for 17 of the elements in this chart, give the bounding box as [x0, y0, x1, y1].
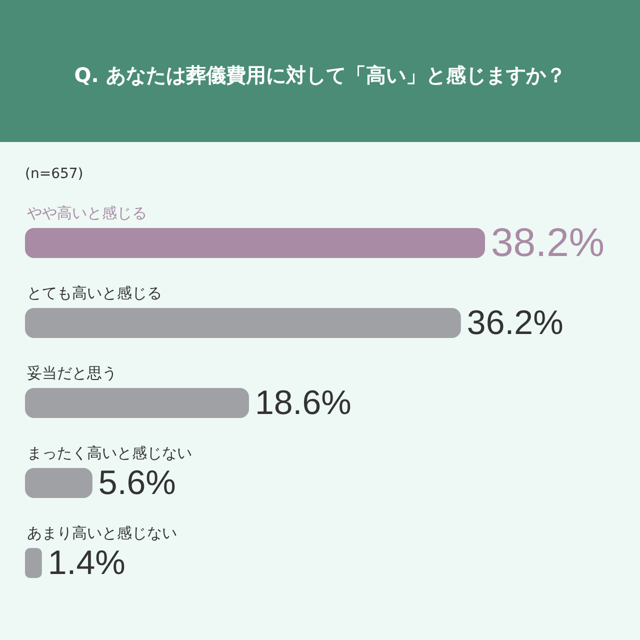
data-label: 38.2% [491, 221, 604, 265]
chart-subtitle: (n=657) [25, 166, 84, 182]
data-label: 36.2% [466, 304, 564, 342]
bar [25, 468, 92, 498]
y-tick-label: やや高いと感じる [27, 204, 147, 222]
y-tick-label: まったく高いと感じない [27, 444, 192, 462]
y-tick-label: あまり高いと感じない [27, 524, 177, 542]
chart-title: Q. あなたは葬儀費用に対して「高い」と感じますか？ [74, 63, 566, 87]
bar [25, 548, 42, 578]
data-label: 18.6% [254, 384, 352, 422]
y-tick-label: とても高いと感じる [27, 284, 162, 302]
bar [25, 388, 249, 418]
bar [25, 308, 461, 338]
bar [25, 228, 485, 258]
y-tick-label: 妥当だと思う [27, 364, 117, 382]
data-label: 5.6% [98, 464, 176, 502]
data-label: 1.4% [48, 544, 126, 582]
